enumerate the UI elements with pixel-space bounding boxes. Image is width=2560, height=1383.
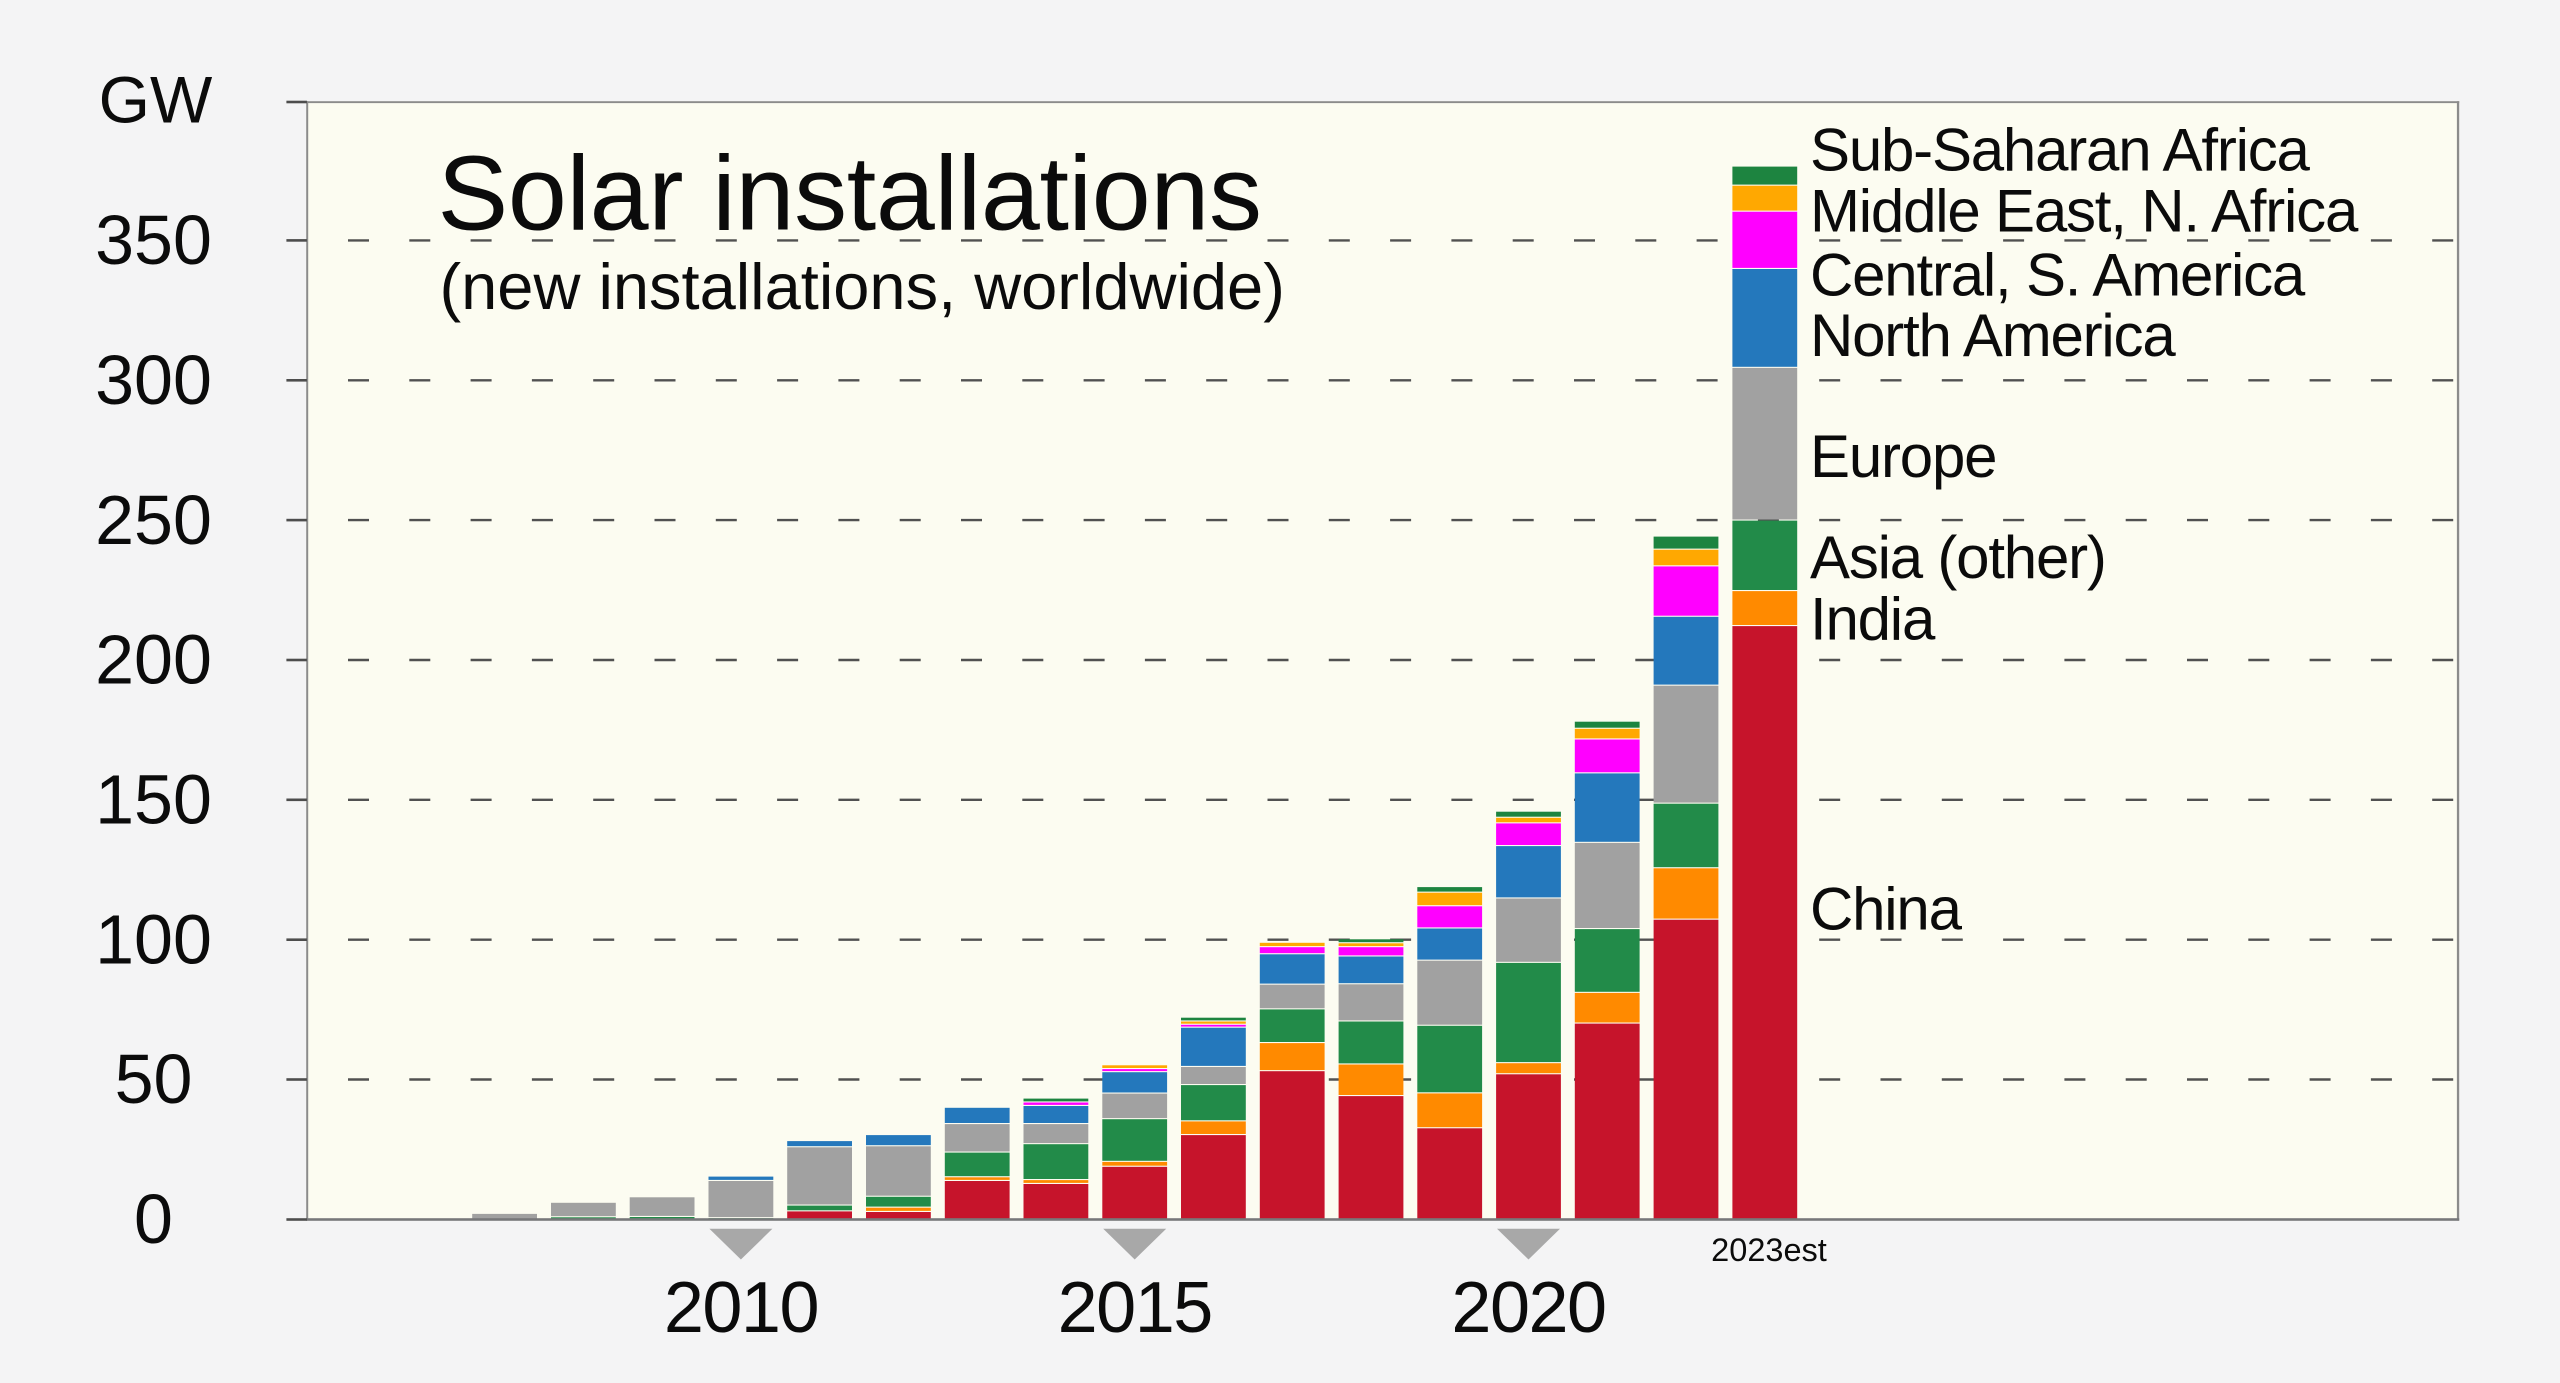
svg-text:2020: 2020 — [1451, 1268, 1605, 1348]
svg-text:Middle East, N. Africa: Middle East, N. Africa — [1810, 178, 2359, 245]
svg-text:Sub-Saharan Africa: Sub-Saharan Africa — [1810, 117, 2311, 184]
svg-text:2023est: 2023est — [1711, 1232, 1827, 1268]
svg-text:100: 100 — [95, 900, 212, 978]
svg-text:GW: GW — [99, 63, 213, 137]
svg-text:Solar installations: Solar installations — [438, 135, 1262, 253]
svg-text:0: 0 — [134, 1180, 173, 1258]
svg-text:Europe: Europe — [1810, 423, 1996, 490]
svg-text:200: 200 — [95, 621, 212, 699]
svg-text:India: India — [1810, 586, 1936, 653]
svg-text:250: 250 — [95, 481, 212, 559]
svg-text:150: 150 — [95, 761, 212, 839]
svg-text:300: 300 — [95, 341, 212, 419]
svg-text:2010: 2010 — [664, 1268, 818, 1348]
svg-text:(new installations, worldwide): (new installations, worldwide) — [440, 250, 1285, 323]
svg-text:China: China — [1810, 876, 1963, 943]
svg-text:50: 50 — [115, 1040, 193, 1118]
svg-text:North America: North America — [1810, 302, 2176, 369]
svg-text:2015: 2015 — [1058, 1268, 1212, 1348]
svg-text:Central, S. America: Central, S. America — [1810, 242, 2306, 309]
svg-text:350: 350 — [95, 201, 212, 279]
svg-text:Asia (other): Asia (other) — [1810, 524, 2106, 591]
